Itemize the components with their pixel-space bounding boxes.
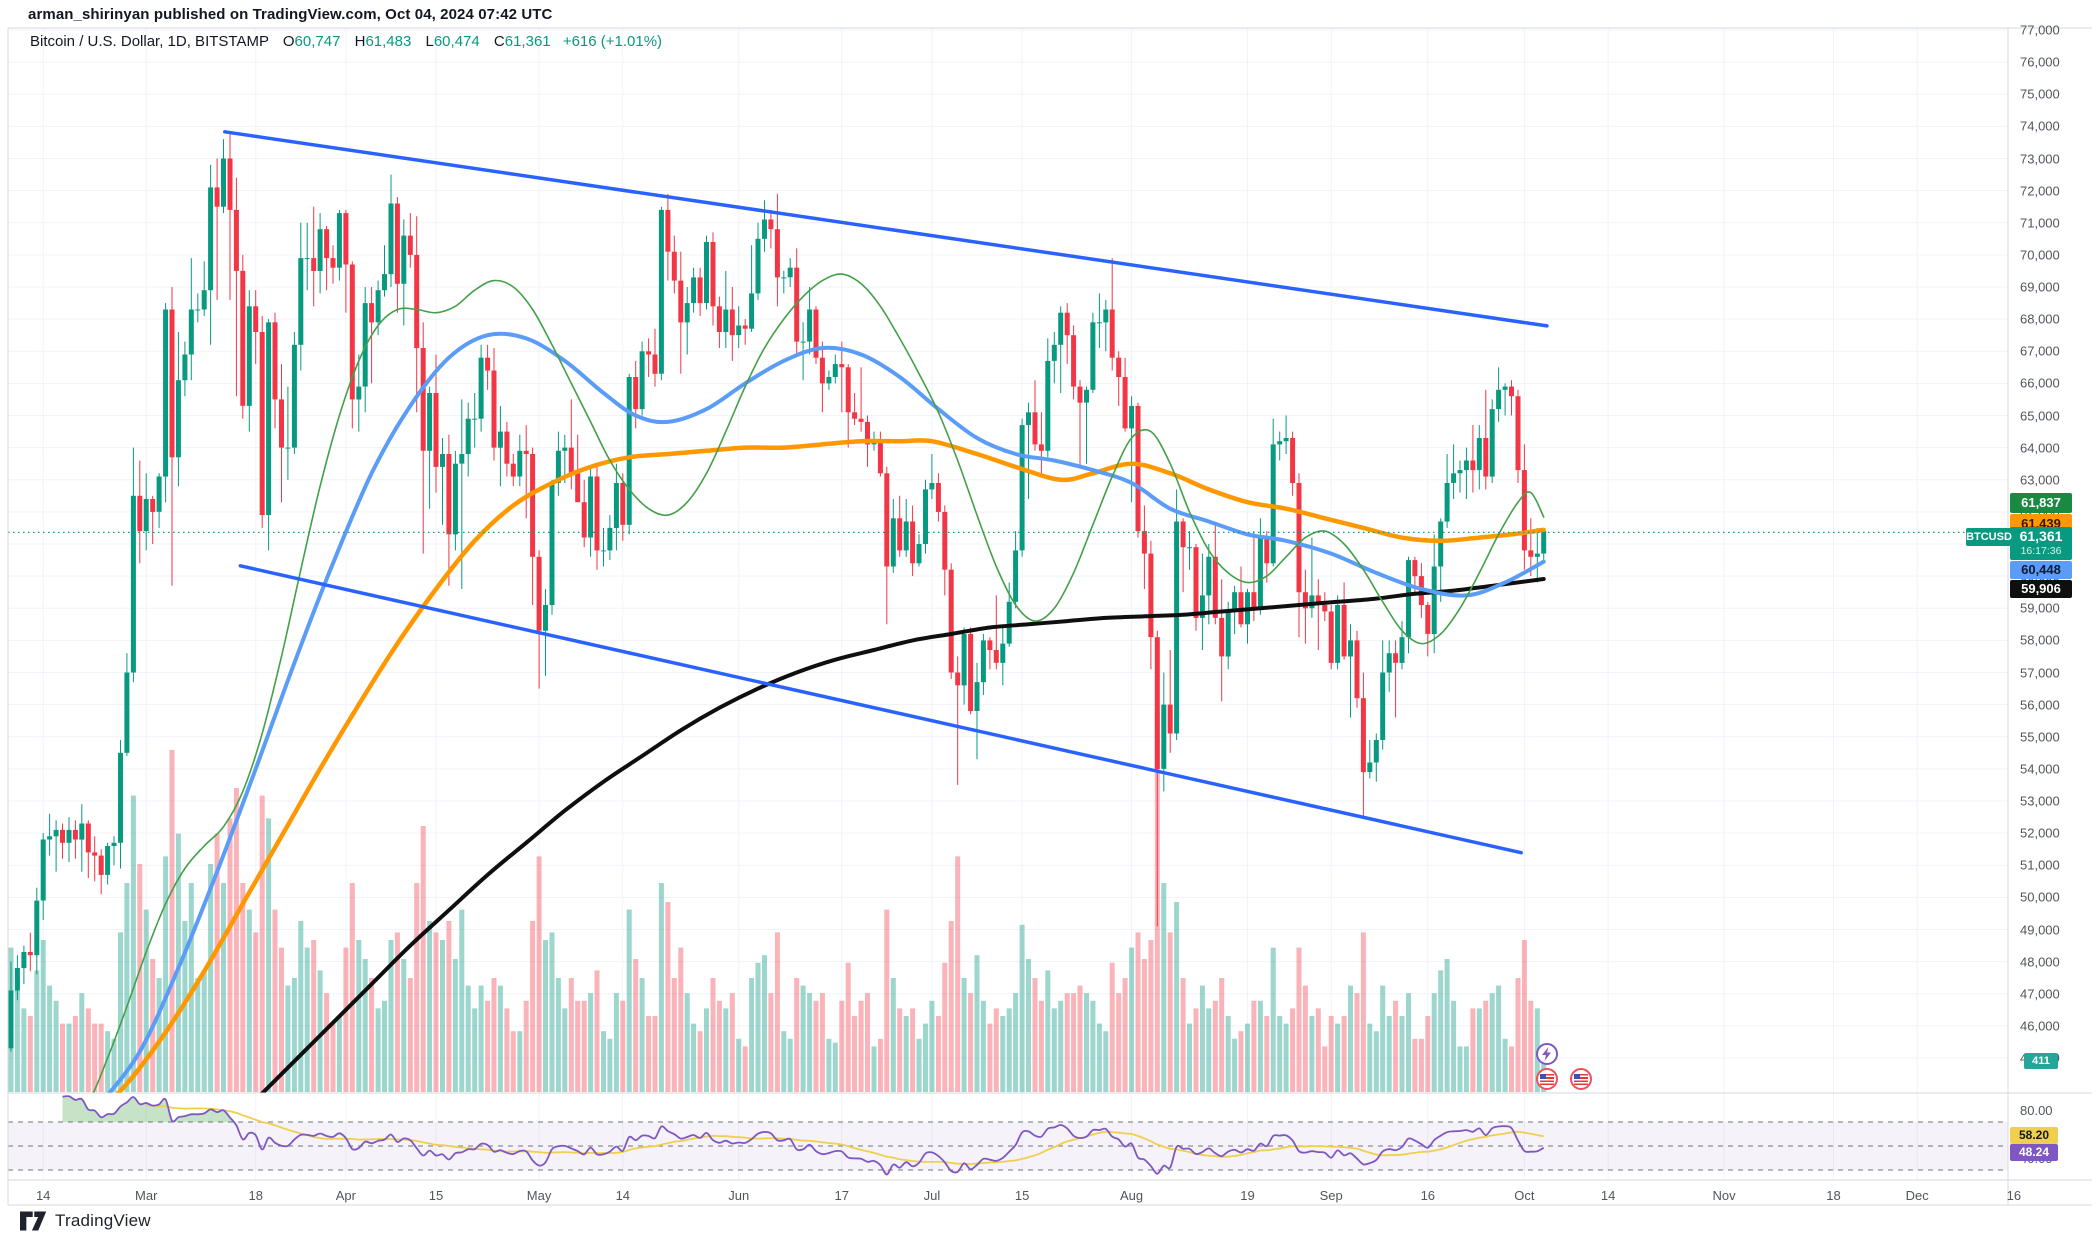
time-axis-label: 18 (1826, 1188, 1840, 1203)
time-axis-label: Jun (728, 1188, 749, 1203)
high-label: H (355, 33, 366, 50)
time-axis-label: Oct (1514, 1188, 1534, 1203)
price-axis-label: 65,000 (2020, 408, 2060, 423)
close-label: C (494, 33, 505, 50)
price-axis-label: 56,000 (2020, 697, 2060, 712)
time-axis-label: Aug (1120, 1188, 1143, 1203)
rsi-axis-80: 80.00 (2020, 1103, 2053, 1118)
price-axis-label: 51,000 (2020, 858, 2060, 873)
price-axis-label: 50,000 (2020, 890, 2060, 905)
price-axis-label: 55,000 (2020, 729, 2060, 744)
time-axis-label: Sep (1320, 1188, 1343, 1203)
time-axis-label: 16 (2007, 1188, 2021, 1203)
time-axis-label: Mar (135, 1188, 157, 1203)
us-flag-icon (1540, 1074, 1554, 1085)
time-axis-label: 16 (1421, 1188, 1435, 1203)
last-price-value: 61,361 (2010, 527, 2072, 545)
low-value: 60,474 (434, 33, 480, 50)
price-axis-label: 70,000 (2020, 247, 2060, 262)
price-axis-label: 63,000 (2020, 472, 2060, 487)
open-value: 60,747 (295, 33, 341, 50)
time-axis-label: 15 (429, 1188, 443, 1203)
last-price-badge: 61,361 16:17:36 (2010, 527, 2072, 560)
volume-value-badge: 411 (2024, 1053, 2058, 1069)
us-event-icon-2[interactable] (1570, 1068, 1592, 1090)
time-axis-label: 15 (1015, 1188, 1029, 1203)
us-event-icon-1[interactable] (1536, 1068, 1558, 1090)
price-axis-label: 58,000 (2020, 633, 2060, 648)
price-axis-label: 71,000 (2020, 215, 2060, 230)
price-axis-label: 54,000 (2020, 761, 2060, 776)
time-axis-label: 14 (1601, 1188, 1615, 1203)
time-axis-label: 14 (36, 1188, 50, 1203)
time-axis-label: Jul (924, 1188, 941, 1203)
price-chart-canvas[interactable] (0, 0, 2100, 1243)
price-axis-label: 67,000 (2020, 344, 2060, 359)
price-axis-label: 59,000 (2020, 601, 2060, 616)
open-label: O (283, 33, 295, 50)
time-axis-label: Dec (1906, 1188, 1929, 1203)
time-axis-label: 18 (248, 1188, 262, 1203)
tradingview-glyph-icon (20, 1211, 47, 1231)
price-axis-label: 57,000 (2020, 665, 2060, 680)
lightning-icon (1541, 1047, 1553, 1061)
rsi-ma-badge: 58.20 (2010, 1127, 2058, 1144)
price-axis-label: 76,000 (2020, 55, 2060, 70)
price-axis-label: 72,000 (2020, 183, 2060, 198)
economic-event-icon[interactable] (1536, 1043, 1558, 1065)
ma200-price-badge: 59,906 (2010, 580, 2072, 598)
close-value: 61,361 (505, 33, 551, 50)
ma20-price-badge: 61,837 (2010, 493, 2072, 513)
price-axis-label: 77,000 (2020, 23, 2060, 38)
price-axis-label: 46,000 (2020, 1018, 2060, 1033)
chart-legend: Bitcoin / U.S. Dollar, 1D, BITSTAMP O60,… (30, 33, 662, 50)
price-axis-label: 75,000 (2020, 87, 2060, 102)
time-axis-label: Nov (1712, 1188, 1735, 1203)
price-axis-label: 68,000 (2020, 312, 2060, 327)
time-axis-label: 14 (616, 1188, 630, 1203)
price-axis-label: 69,000 (2020, 280, 2060, 295)
price-axis-label: 47,000 (2020, 986, 2060, 1001)
tradingview-brand-text: TradingView (55, 1211, 151, 1231)
time-axis-label: May (527, 1188, 552, 1203)
price-axis-label: 49,000 (2020, 922, 2060, 937)
us-flag-icon (1574, 1074, 1588, 1085)
symbol-tag: BTCUSD (1966, 528, 2012, 546)
time-axis-label: 17 (835, 1188, 849, 1203)
low-label: L (426, 33, 434, 50)
change-value: +616 (+1.01%) (563, 33, 662, 50)
rsi-value-badge: 48.24 (2010, 1144, 2058, 1161)
price-axis-label: 73,000 (2020, 151, 2060, 166)
ma50-price-badge: 60,448 (2010, 561, 2072, 579)
price-axis-label: 66,000 (2020, 376, 2060, 391)
tradingview-chart-page: arman_shirinyan published on TradingView… (0, 0, 2100, 1243)
price-axis-label: 52,000 (2020, 826, 2060, 841)
bar-countdown: 16:17:36 (2010, 545, 2072, 558)
price-axis-label: 53,000 (2020, 794, 2060, 809)
price-axis-label: 74,000 (2020, 119, 2060, 134)
high-value: 61,483 (365, 33, 411, 50)
tradingview-logo[interactable]: TradingView (20, 1211, 151, 1231)
price-axis-label: 48,000 (2020, 954, 2060, 969)
time-axis-label: 19 (1240, 1188, 1254, 1203)
price-axis-label: 64,000 (2020, 440, 2060, 455)
symbol-title[interactable]: Bitcoin / U.S. Dollar, 1D, BITSTAMP (30, 33, 269, 50)
time-axis-label: Apr (336, 1188, 356, 1203)
